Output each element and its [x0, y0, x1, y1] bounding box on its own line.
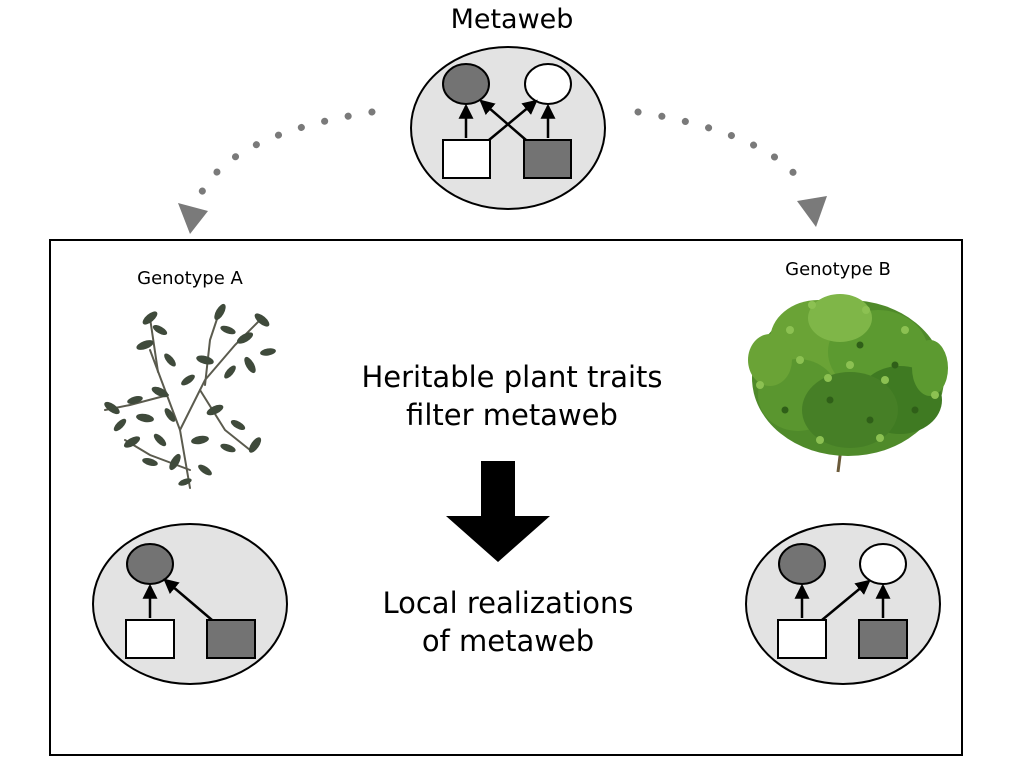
interaction-link — [821, 579, 871, 621]
genotype-a-label: Genotype A — [137, 268, 243, 289]
filter-description-line-2: filter metaweb — [406, 398, 618, 432]
dotted-arrow-right — [634, 108, 827, 227]
interaction-link — [488, 99, 538, 141]
network-background — [410, 46, 606, 210]
local-panel — [49, 239, 963, 756]
consumer-node-grey — [126, 543, 174, 585]
interaction-link — [163, 578, 213, 621]
filter-arrow — [446, 461, 550, 562]
consumer-node-white — [859, 543, 907, 585]
local-network-a — [92, 523, 288, 685]
local-realizations-line-1: Local realizations — [382, 586, 634, 620]
metaweb-title: Metaweb — [450, 4, 574, 35]
metaweb-network — [410, 46, 606, 210]
local-network-b — [745, 523, 941, 685]
resource-node-grey — [206, 619, 256, 659]
dotted-arrow-left — [178, 108, 376, 234]
resource-node-white — [777, 619, 827, 659]
resource-node-grey — [523, 139, 572, 179]
resource-node-grey — [858, 619, 908, 659]
local-realizations-description: Local realizations of metaweb — [308, 584, 708, 660]
plant-genotype-a-image — [104, 303, 276, 489]
genotype-b-label: Genotype B — [785, 259, 891, 280]
filter-description-line-1: Heritable plant traits — [361, 360, 663, 394]
network-background — [92, 523, 288, 685]
plant-genotype-b-image — [748, 294, 948, 473]
interaction-link — [479, 99, 527, 141]
consumer-node-white — [524, 63, 572, 105]
resource-node-white — [125, 619, 175, 659]
local-realizations-line-2: of metaweb — [421, 624, 595, 658]
filter-description: Heritable plant traits filter metaweb — [312, 358, 712, 434]
consumer-node-grey — [778, 543, 826, 585]
consumer-node-grey — [442, 63, 490, 105]
resource-node-white — [442, 139, 491, 179]
